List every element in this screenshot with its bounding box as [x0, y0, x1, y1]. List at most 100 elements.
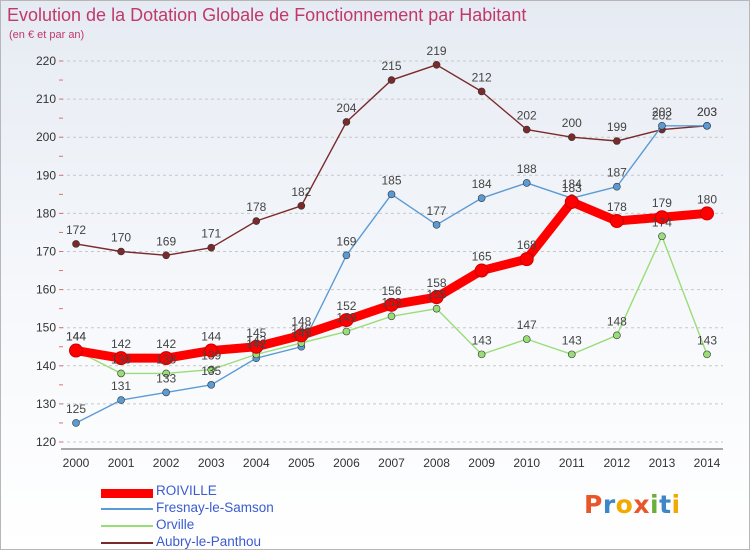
data-label: 178 [607, 200, 627, 214]
series-line-aubry-le-panthou [75, 64, 708, 257]
legend-label-roiville: ROIVILLE [156, 483, 217, 498]
data-point [384, 297, 399, 312]
data-label: 183 [562, 181, 582, 195]
data-label: 143 [472, 333, 492, 347]
y-tick-label-210: 210 [36, 92, 56, 106]
y-tick-label-160: 160 [36, 283, 56, 297]
data-label: 169 [156, 234, 176, 248]
data-point [207, 381, 216, 389]
data-point [474, 263, 489, 278]
data-label: 138 [156, 352, 176, 366]
data-point [339, 313, 354, 328]
data-label: 200 [562, 116, 582, 130]
data-point [342, 251, 351, 260]
y-tick-label-220: 220 [36, 54, 56, 68]
data-point [249, 339, 264, 354]
data-label: 215 [381, 59, 401, 73]
data-point [72, 419, 80, 427]
y-tick-label-150: 150 [36, 321, 56, 335]
data-point [613, 137, 621, 145]
axes: 120 130 140 150 160 170 180 190 200 210 220 2000 200… [36, 54, 723, 470]
data-label: 143 [562, 333, 582, 347]
data-label: 143 [697, 333, 717, 347]
data-label: 169 [336, 234, 356, 248]
data-point [703, 350, 711, 359]
x-tick-label-2006: 2006 [333, 456, 360, 470]
x-tick-label-2012: 2012 [604, 456, 631, 470]
data-label: 149 [336, 311, 356, 325]
x-tick-label-2003: 2003 [198, 456, 225, 470]
data-label: 155 [427, 288, 447, 302]
data-label: 139 [201, 349, 221, 363]
data-point [294, 328, 309, 343]
data-label: 156 [381, 284, 401, 298]
data-label: 174 [652, 215, 672, 229]
data-label: 202 [517, 109, 537, 123]
data-point [703, 121, 711, 130]
data-label: 142 [156, 337, 176, 351]
data-point [207, 365, 216, 374]
x-tick-label-2000: 2000 [63, 456, 90, 470]
y-tick-label-170: 170 [36, 245, 56, 259]
data-label: 147 [517, 318, 537, 332]
data-label: 165 [472, 250, 492, 264]
data-label: 170 [111, 231, 131, 245]
proxiti-logo: Proxiti [584, 490, 681, 519]
data-label: 182 [291, 185, 311, 199]
data-label: 148 [607, 314, 627, 328]
x-tick-label-2009: 2009 [468, 456, 495, 470]
data-point [432, 61, 441, 69]
data-labels: 172 170 169 171 178 182 204 215 219 212 202 200 199 2… [66, 44, 717, 416]
logo-letter: i [671, 490, 681, 519]
data-label: 177 [427, 204, 447, 218]
data-point [519, 252, 534, 267]
data-label: 142 [246, 337, 266, 351]
chart-title: Evolution de la Dotation Globale de Fonc… [7, 5, 527, 25]
data-label: 144 [66, 330, 86, 344]
x-tick-label-2014: 2014 [694, 456, 721, 470]
data-point [522, 125, 531, 134]
data-label: 184 [472, 177, 492, 191]
data-label: 145 [246, 326, 266, 340]
data-point [72, 240, 80, 248]
x-tick-label-2013: 2013 [649, 456, 676, 470]
series-lines [69, 61, 714, 427]
data-point [297, 201, 306, 210]
data-label: 203 [697, 105, 717, 119]
data-label: 180 [697, 192, 717, 206]
data-point [609, 214, 624, 229]
x-tick-label-2011: 2011 [559, 456, 585, 470]
data-point [387, 312, 396, 321]
data-label: 131 [111, 379, 131, 393]
logo-letter: i [650, 490, 660, 519]
data-label: 148 [291, 314, 311, 328]
data-point [162, 388, 170, 397]
data-label: 144 [201, 330, 221, 344]
data-label: 143 [246, 333, 266, 347]
data-point [204, 343, 219, 358]
y-tick-label-190: 190 [36, 168, 56, 182]
data-label: 172 [66, 223, 86, 237]
data-point [429, 290, 444, 305]
legend-label-aubry: Aubry-le-Panthou [156, 534, 262, 549]
data-point [477, 194, 486, 202]
x-tick-label-2002: 2002 [153, 456, 180, 470]
data-point [613, 182, 621, 191]
data-label: 135 [201, 364, 221, 378]
data-point [564, 194, 579, 209]
data-point [117, 247, 125, 256]
data-label: 142 [111, 337, 131, 351]
data-point [700, 206, 714, 221]
logo-letter: x [633, 490, 650, 519]
y-tick-label-180: 180 [36, 206, 56, 220]
data-label: 188 [517, 162, 537, 176]
data-point [613, 331, 621, 340]
data-point [477, 350, 486, 359]
data-label: 178 [246, 200, 266, 214]
data-point [114, 351, 129, 366]
chart-subtitle: (en € et par an) [9, 29, 85, 41]
data-point [117, 369, 125, 378]
legend-label-orville: Orville [156, 517, 195, 532]
y-tick-label-120: 120 [36, 435, 56, 449]
